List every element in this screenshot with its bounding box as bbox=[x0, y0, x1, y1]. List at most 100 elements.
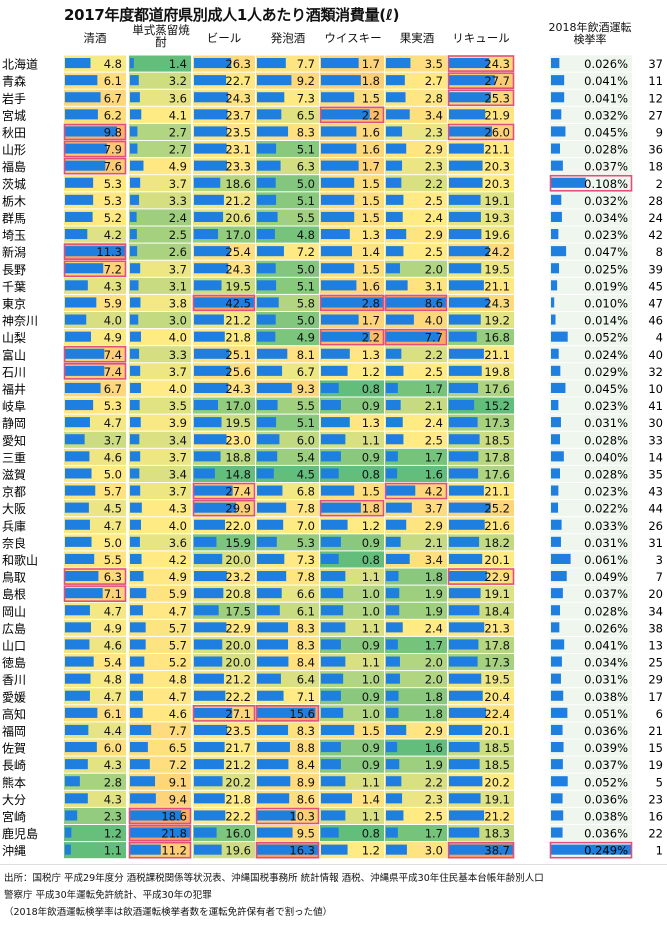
value-label-whisky: 1.6 bbox=[362, 143, 380, 157]
rate-label: 0.051% bbox=[584, 707, 628, 721]
value-bar bbox=[130, 690, 143, 701]
value-bar bbox=[194, 468, 215, 479]
rate-label: 0.034% bbox=[584, 656, 628, 670]
value-bar bbox=[386, 605, 400, 616]
highlight-border bbox=[192, 704, 256, 722]
value-label-whisky: 1.3 bbox=[362, 228, 380, 242]
value-bar bbox=[449, 331, 477, 342]
heat-cell bbox=[385, 260, 447, 277]
rate-label: 0.036% bbox=[584, 792, 628, 806]
value-label-happoshu: 5.0 bbox=[297, 262, 315, 276]
value-label-shochu: 4.6 bbox=[169, 707, 187, 721]
value-label-happoshu: 4.5 bbox=[297, 467, 315, 481]
value-bar bbox=[449, 314, 481, 325]
value-label-seishu: 7.4 bbox=[104, 348, 122, 362]
value-label-whisky: 0.8 bbox=[362, 382, 380, 396]
rate-cell bbox=[550, 773, 632, 790]
value-bar bbox=[194, 793, 225, 804]
heat-cell bbox=[129, 568, 191, 585]
value-bar bbox=[449, 793, 481, 804]
value-label-wine: 2.2 bbox=[425, 177, 443, 191]
value-bar bbox=[65, 177, 94, 188]
value-bar bbox=[65, 109, 98, 120]
rate-cell bbox=[550, 602, 632, 619]
value-bar bbox=[130, 519, 142, 530]
rate-bar bbox=[551, 229, 559, 240]
value-bar bbox=[386, 844, 407, 855]
value-bar bbox=[449, 639, 479, 650]
value-bar bbox=[130, 92, 140, 103]
rank-label: 37 bbox=[648, 57, 663, 71]
value-label-beer: 25.4 bbox=[225, 245, 251, 259]
value-label-shochu: 5.9 bbox=[169, 587, 187, 601]
value-bar bbox=[130, 143, 138, 154]
value-label-beer: 19.5 bbox=[225, 416, 251, 430]
rank-label: 12 bbox=[648, 91, 663, 105]
value-bar bbox=[130, 605, 143, 616]
source-note-3: （2018年飲酒運転検挙率は飲酒運転検挙者数を運転免許保有者で割った値） bbox=[4, 907, 333, 918]
value-bar bbox=[449, 707, 487, 718]
rate-bar bbox=[551, 690, 564, 701]
value-bar bbox=[386, 553, 410, 564]
value-bar bbox=[449, 348, 484, 359]
prefecture-label: 秋田 bbox=[2, 126, 26, 140]
value-bar bbox=[386, 485, 416, 496]
prefecture-label: 宮崎 bbox=[2, 809, 26, 824]
value-label-wine: 3.4 bbox=[425, 108, 443, 122]
value-label-wine: 2.7 bbox=[425, 74, 443, 88]
value-label-liqueur: 21.1 bbox=[484, 485, 510, 499]
value-label-happoshu: 5.1 bbox=[297, 143, 315, 157]
value-bar bbox=[386, 229, 407, 240]
value-label-wine: 2.5 bbox=[425, 433, 443, 447]
rate-label: 0.249% bbox=[584, 844, 628, 858]
value-bar bbox=[449, 297, 490, 308]
value-label-beer: 23.0 bbox=[225, 433, 251, 447]
rate-label: 0.061% bbox=[584, 553, 628, 567]
value-bar bbox=[386, 656, 400, 667]
rate-label: 0.045% bbox=[584, 382, 628, 396]
value-label-seishu: 6.7 bbox=[104, 91, 122, 105]
rank-label: 44 bbox=[648, 502, 663, 516]
value-bar bbox=[321, 417, 350, 428]
rank-label: 15 bbox=[648, 741, 663, 755]
value-label-shochu: 3.2 bbox=[169, 74, 187, 88]
value-label-wine: 2.9 bbox=[425, 724, 443, 738]
value-bar bbox=[386, 194, 404, 205]
rate-label: 0.031% bbox=[584, 416, 628, 430]
value-label-happoshu: 8.1 bbox=[297, 348, 315, 362]
value-bar bbox=[65, 776, 80, 787]
value-label-wine: 1.7 bbox=[425, 638, 443, 652]
value-bar bbox=[449, 673, 482, 684]
value-bar bbox=[386, 673, 400, 684]
value-label-shochu: 21.8 bbox=[161, 827, 187, 841]
rate-label: 0.028% bbox=[584, 604, 628, 618]
value-bar bbox=[65, 348, 105, 359]
value-label-beer: 25.6 bbox=[225, 365, 251, 379]
value-label-wine: 2.8 bbox=[425, 91, 443, 105]
value-label-seishu: 5.9 bbox=[104, 296, 122, 310]
value-bar bbox=[449, 382, 479, 393]
heat-cell bbox=[64, 807, 126, 824]
value-bar bbox=[65, 810, 78, 821]
rate-bar bbox=[551, 793, 563, 804]
heat-cell bbox=[385, 739, 447, 756]
value-label-happoshu: 7.1 bbox=[297, 690, 315, 704]
highlight-border bbox=[447, 123, 515, 141]
prefecture-label: 佐賀 bbox=[2, 742, 26, 756]
value-label-shochu: 5.7 bbox=[169, 621, 187, 635]
value-label-wine: 2.0 bbox=[425, 656, 443, 670]
rate-cell bbox=[550, 534, 632, 551]
column-header-liqueur: リキュール bbox=[452, 31, 510, 45]
value-bar bbox=[65, 571, 99, 582]
value-label-whisky: 1.4 bbox=[362, 245, 380, 259]
value-label-beer: 24.3 bbox=[225, 262, 251, 276]
value-label-liqueur: 24.3 bbox=[484, 57, 510, 71]
highlight-border bbox=[63, 345, 127, 363]
value-label-seishu: 4.0 bbox=[104, 314, 122, 328]
value-bar bbox=[130, 502, 142, 513]
value-label-liqueur: 19.5 bbox=[484, 262, 510, 276]
value-label-seishu: 4.7 bbox=[104, 690, 122, 704]
prefecture-label: 大阪 bbox=[2, 502, 26, 516]
value-label-beer: 23.5 bbox=[225, 125, 251, 139]
value-bar bbox=[386, 468, 398, 479]
